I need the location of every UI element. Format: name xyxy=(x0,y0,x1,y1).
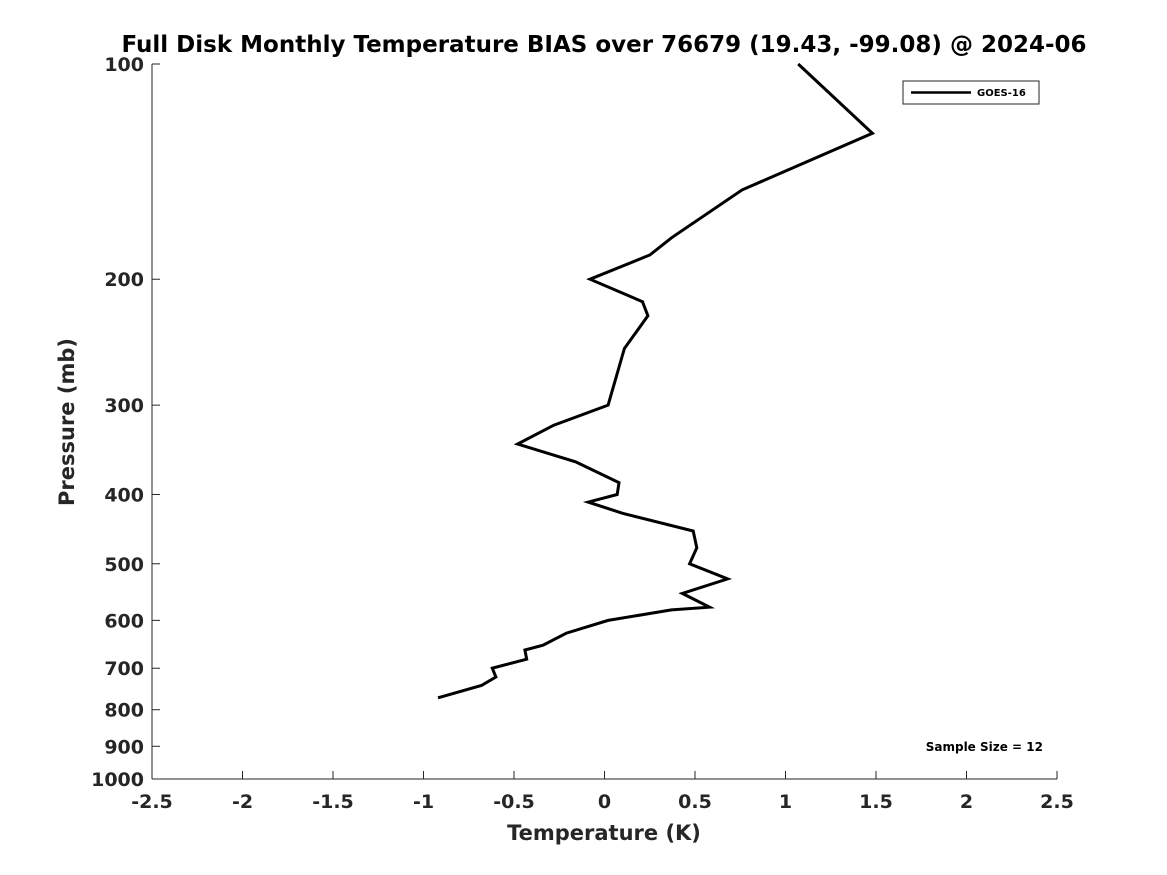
y-tick-label: 600 xyxy=(104,610,144,632)
x-tick-label: -1.5 xyxy=(312,791,354,813)
x-axis-label: Temperature (K) xyxy=(507,821,701,845)
x-tick-label: -1 xyxy=(413,791,434,813)
y-tick-label: 400 xyxy=(104,484,144,506)
y-tick-label: 100 xyxy=(104,54,144,76)
plot-axes xyxy=(151,64,1057,780)
y-tick-label: 200 xyxy=(104,269,144,291)
y-tick-label: 700 xyxy=(104,658,144,680)
x-tick-label: 2 xyxy=(960,791,973,813)
series-layer xyxy=(437,62,876,700)
series-line-goes-16 xyxy=(437,62,876,700)
x-tick-label: 1 xyxy=(779,791,792,813)
y-tick-label: 900 xyxy=(104,736,144,758)
legend: GOES-16 xyxy=(902,80,1040,105)
x-tick-label: -2 xyxy=(232,791,253,813)
y-axis-ticks: 100 200 300 400 500 600 700 800 900 1000 xyxy=(91,54,160,791)
y-tick-label: 500 xyxy=(104,554,144,576)
y-tick-label: 800 xyxy=(104,700,144,722)
x-tick-label: 2.5 xyxy=(1040,791,1074,813)
x-tick-label: 0 xyxy=(598,791,611,813)
legend-entry-goes-16: GOES-16 xyxy=(977,88,1026,99)
x-axis-ticks: -2.5 -2 -1.5 -1 -0.5 0 0.5 1 1.5 2 2.5 xyxy=(131,771,1074,813)
sample-size-annotation: Sample Size = 12 xyxy=(926,740,1043,754)
y-axis-label: Pressure (mb) xyxy=(55,338,79,506)
x-tick-label: 1.5 xyxy=(859,791,893,813)
chart-title: Full Disk Monthly Temperature BIAS over … xyxy=(121,32,1086,58)
x-tick-label: 0.5 xyxy=(678,791,712,813)
x-tick-label: -0.5 xyxy=(493,791,535,813)
x-tick-label: -2.5 xyxy=(131,791,173,813)
y-tick-label: 300 xyxy=(104,395,144,417)
y-tick-label: 1000 xyxy=(91,769,144,791)
